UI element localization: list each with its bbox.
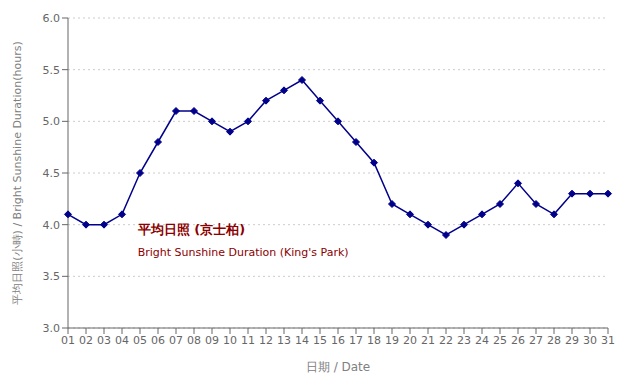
svg-text:3.5: 3.5 (43, 270, 61, 283)
svg-text:6.0: 6.0 (43, 12, 61, 25)
svg-text:02: 02 (79, 334, 93, 347)
svg-text:04: 04 (115, 334, 129, 347)
svg-text:19: 19 (385, 334, 399, 347)
svg-text:24: 24 (475, 334, 489, 347)
svg-text:平均日照(小時) / Bright Sunshine Dur: 平均日照(小時) / Bright Sunshine Duration(hour… (11, 41, 24, 304)
svg-text:08: 08 (187, 334, 201, 347)
svg-text:17: 17 (349, 334, 363, 347)
svg-text:13: 13 (277, 334, 291, 347)
svg-text:10: 10 (223, 334, 237, 347)
svg-text:30: 30 (583, 334, 597, 347)
svg-text:18: 18 (367, 334, 381, 347)
svg-text:27: 27 (529, 334, 543, 347)
svg-text:29: 29 (565, 334, 579, 347)
html-text:平均日照 (京士柏): 平均日照 (京士柏) (137, 222, 246, 238)
svg-text:21: 21 (421, 334, 435, 347)
svg-text:14: 14 (295, 334, 309, 347)
svg-text:05: 05 (133, 334, 147, 347)
svg-text:25: 25 (493, 334, 507, 347)
svg-text:07: 07 (169, 334, 183, 347)
svg-text:15: 15 (313, 334, 327, 347)
svg-text:16: 16 (331, 334, 345, 347)
svg-text:22: 22 (439, 334, 453, 347)
svg-text:12: 12 (259, 334, 273, 347)
svg-text:日期 / Date: 日期 / Date (306, 360, 370, 374)
svg-text:3.0: 3.0 (43, 322, 61, 335)
svg-text:5.5: 5.5 (43, 64, 61, 77)
svg-text:06: 06 (151, 334, 165, 347)
svg-text:20: 20 (403, 334, 417, 347)
svg-text:01: 01 (61, 334, 75, 347)
svg-text:4.0: 4.0 (43, 219, 61, 232)
html-text:Bright Sunshine Duration (King: Bright Sunshine Duration (King's Park) (137, 246, 349, 260)
svg-text:31: 31 (601, 334, 615, 347)
svg-text:4.5: 4.5 (43, 167, 61, 180)
svg-text:26: 26 (511, 334, 525, 347)
svg-text:23: 23 (457, 334, 471, 347)
svg-text:09: 09 (205, 334, 219, 347)
svg-text:5.0: 5.0 (43, 115, 61, 128)
svg-text:03: 03 (97, 334, 111, 347)
svg-text:11: 11 (241, 334, 255, 347)
svg-text:28: 28 (547, 334, 561, 347)
